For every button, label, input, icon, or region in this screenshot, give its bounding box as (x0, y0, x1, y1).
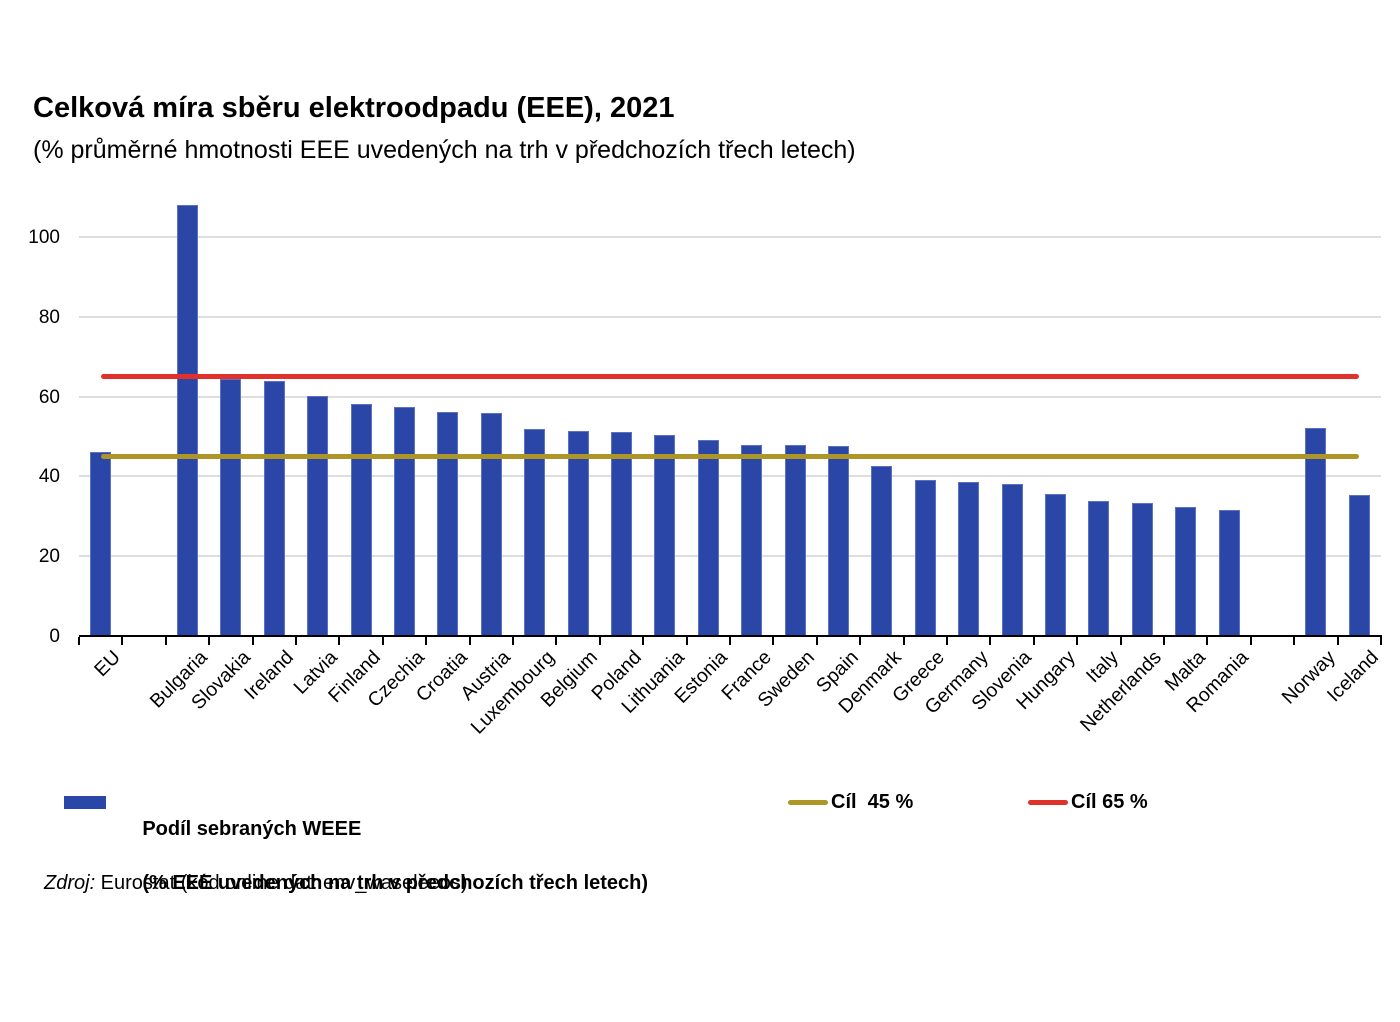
x-axis-tick (251, 637, 254, 645)
legend-swatch-target-65-line (1028, 800, 1068, 805)
x-axis-tick (1206, 637, 1209, 645)
x-axis-tick (946, 637, 948, 645)
bar-slovenia (1001, 483, 1023, 636)
gridline-60 (79, 395, 1381, 398)
chart-title: Celková míra sběru elektroodpadu (EEE), … (33, 92, 675, 124)
x-axis-tick (1293, 637, 1296, 645)
x-axis-tick (729, 637, 731, 645)
x-axis-tick (772, 637, 775, 645)
bar-slovakia (220, 378, 242, 636)
x-axis-tick (1336, 637, 1339, 645)
chart-subtitle: (% průměrné hmotnosti EEE uvedených na t… (33, 136, 856, 164)
bar-luxembourg (524, 429, 546, 636)
bar-germany (958, 481, 980, 636)
bar-italy (1088, 501, 1110, 636)
x-axis-tick (1380, 637, 1382, 645)
bar-netherlands (1131, 502, 1153, 636)
bar-bulgaria (177, 204, 198, 636)
x-axis-tick (859, 637, 862, 645)
bar-latvia (307, 396, 329, 636)
gridline-100 (79, 235, 1381, 238)
bar-greece (914, 479, 936, 636)
gridline-20 (79, 555, 1381, 558)
source-text: Eurostat (kód online dat: env_waseleeos) (95, 872, 468, 894)
x-axis-tick (78, 637, 80, 645)
bar-finland (350, 403, 372, 636)
x-axis-tick (555, 637, 558, 645)
legend-item-weee-share: Podíl sebraných WEEE (% EEE uvedených na… (64, 789, 648, 924)
y-tick-label-20: 20 (38, 546, 60, 568)
x-axis-tick (642, 637, 645, 645)
y-tick-label-80: 80 (38, 306, 60, 328)
x-axis-tick (1119, 637, 1122, 645)
legend-label-target-45: Cíl 45 % (831, 791, 914, 813)
target-line-45 (100, 453, 1360, 459)
legend-swatch-bar (64, 796, 106, 809)
x-axis-tick (512, 637, 514, 645)
x-axis-tick (1249, 637, 1252, 645)
bar-estonia (697, 440, 719, 636)
bar-croatia (437, 412, 459, 636)
bar-denmark (871, 466, 893, 636)
x-axis-tick (338, 637, 341, 645)
x-axis-tick (381, 637, 384, 645)
x-axis-tick (902, 637, 905, 645)
bar-spain (828, 445, 849, 636)
legend-label-target-65: Cíl 65 % (1071, 791, 1148, 813)
x-axis-tick (1163, 637, 1165, 645)
y-tick-label-0: 0 (49, 626, 60, 647)
x-axis-tick (1032, 637, 1035, 645)
bar-france (741, 444, 763, 636)
gridline-80 (79, 315, 1381, 318)
bar-belgium (567, 430, 589, 636)
y-tick-label-40: 40 (38, 466, 60, 488)
y-tick-label-100: 100 (28, 226, 60, 248)
plot-area (79, 195, 1381, 636)
x-axis-tick (121, 637, 124, 645)
x-axis-tick (815, 637, 818, 645)
x-axis-tick (1076, 637, 1079, 645)
legend-item-target-45: Cíl 45 % (788, 789, 913, 816)
bar-austria (480, 413, 502, 636)
bar-eu (90, 451, 112, 636)
x-axis-tick (208, 637, 211, 645)
bar-iceland (1348, 494, 1370, 636)
bar-poland (611, 432, 632, 636)
x-axis-tick (425, 637, 428, 645)
source-note: Zdroj: Eurostat (kód online dat: env_was… (44, 872, 468, 895)
x-axis-tick (598, 637, 601, 645)
x-axis-tick (295, 637, 297, 645)
gridline-40 (79, 475, 1381, 478)
legend-swatch-target-45-line (788, 800, 828, 805)
bar-ireland (263, 381, 285, 636)
x-axis-line (79, 635, 1382, 637)
bar-lithuania (654, 434, 676, 636)
x-axis-tick (468, 637, 471, 645)
source-prefix: Zdroj: (44, 872, 96, 894)
x-axis-tick (685, 637, 688, 645)
bar-sweden (784, 444, 806, 636)
y-tick-label-60: 60 (38, 386, 60, 408)
bar-czechia (394, 406, 415, 636)
x-axis-tick (989, 637, 992, 645)
bar-romania (1218, 509, 1240, 636)
bar-norway (1305, 428, 1327, 636)
target-line-65 (100, 374, 1360, 380)
x-axis-tick (164, 637, 167, 645)
bar-malta (1175, 506, 1197, 636)
legend-item-target-65: Cíl 65 % (1028, 789, 1148, 816)
bar-hungary (1045, 493, 1066, 636)
legend-label-weee-share: Podíl sebraných WEEE (% EEE uvedených na… (142, 818, 649, 894)
